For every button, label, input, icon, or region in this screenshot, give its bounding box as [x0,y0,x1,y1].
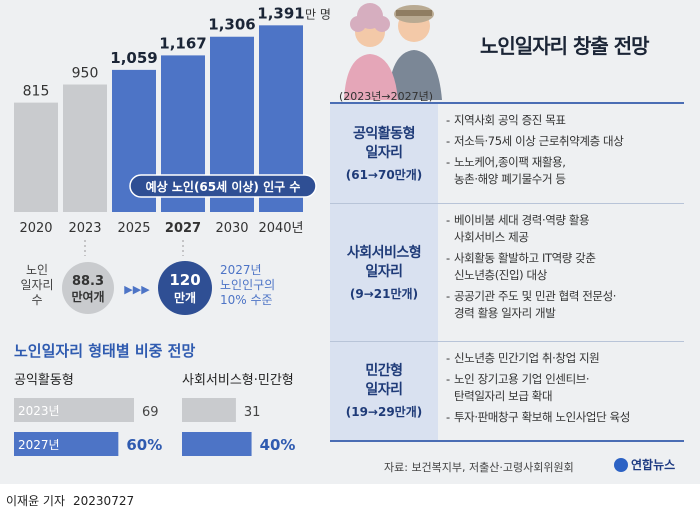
share-value-label: 31 [244,405,261,420]
x-tick-label: 2020 [19,221,52,236]
x-tick-label: 2023 [68,221,101,236]
list-item: 저소득·75세 이상 근로취약계층 대상 [446,133,680,150]
list-item: 베이비붐 세대 경력·역량 활용 사회서비스 제공 [446,212,680,246]
list-item: 노인 장기고용 기업 인센티브· 탄력일자리 보급 확대 [446,371,680,405]
row-header: 공익활동형 일자리 (61→70만개) [330,104,438,203]
jobs-note: 10% 수준 [220,293,273,307]
arrow-icon: ▶▶▶ [124,283,150,296]
jobs-2027-unit: 만개 [174,290,196,305]
share-bar [182,432,252,456]
list-item: 신노년층 민간기업 취·창업 지원 [446,350,680,367]
row-range: (61→70만개) [345,167,423,182]
yonhap-logo: 연합뉴스 [614,456,675,473]
bar-2020 [14,102,58,212]
row-header: 민간형 일자리 (19→29만개) [330,342,438,440]
date: 20230727 [73,494,135,508]
legend-pill [129,174,317,198]
row-name: 사회서비스형 일자리 [346,244,422,280]
share-group-name: 공익활동형 [14,373,74,388]
jobs-label: 노인 [26,263,48,277]
bar-value-label: 1,167 [159,34,206,52]
list-item: 사회활동 활발하고 IT역량 갖춘 신노년층(진입) 대상 [446,250,680,284]
x-tick-label: 2027 [165,221,201,236]
share-value-label: 60% [126,436,162,454]
table-row: 사회서비스형 일자리 (9→21만개) 베이비붐 세대 경력·역량 활용 사회서… [330,204,684,342]
list-item: 지역사회 공익 증진 목표 [446,112,680,129]
unit-label: 만 명 [305,7,330,21]
x-tick-label: 2025 [117,221,150,236]
jobs-note: 노인인구의 [220,278,275,292]
job-categories-table: 공익활동형 일자리 (61→70만개) 지역사회 공익 증진 목표 저소득·75… [330,102,684,442]
page-title: 노인일자리 창출 전망 [480,34,650,58]
jobs-2023-value: 88.3 [72,274,104,289]
share-group-name: 사회서비스형·민간형 [182,373,294,388]
population-bar-chart: 815 2020 950 2023 1,059 2025 1,167 2027 1,306 203… [14,4,330,315]
jobs-note: 2027년 [220,263,262,277]
row-name: 민간형 일자리 [365,363,403,398]
bar-value-label: 1,306 [208,16,255,34]
row-items: 베이비붐 세대 경력·역량 활용 사회서비스 제공 사회활동 활발하고 IT역량… [446,212,680,326]
logo-mark-icon [614,458,628,472]
byline: 이재윤 기자 20230727 [6,492,142,509]
share-bar [182,398,236,422]
row-items: 신노년층 민간기업 취·창업 지원 노인 장기고용 기업 인센티브· 탄력일자리… [446,350,680,430]
elderly-couple-illustration [344,3,442,100]
row-header: 사회서비스형 일자리 (9→21만개) [330,204,438,341]
jobs-2023-circle [62,262,114,314]
bar-value-label: 1,059 [110,49,157,67]
row-items: 지역사회 공익 증진 목표 저소득·75세 이상 근로취약계층 대상 노노케어,… [446,112,680,192]
author: 이재윤 기자 [6,494,66,508]
period-label: (2023년→2027년) [338,90,434,103]
jobs-2027-value: 120 [169,271,200,289]
share-bar [14,398,134,422]
jobs-label: 수 [31,293,42,307]
share-value-label: 69 [142,405,159,420]
share-bar [14,432,119,456]
bar-value-label: 950 [72,66,99,82]
jobs-2023-unit: 만여개 [71,289,104,304]
bar-2023 [63,84,107,212]
row-range: (9→21만개) [349,286,419,301]
row-name: 공익활동형 일자리 [353,125,415,161]
legend-label: 예상 노인(65세 이상) 인구 수 [146,179,301,194]
table-row: 공익활동형 일자리 (61→70만개) 지역사회 공익 증진 목표 저소득·75… [330,104,684,204]
list-item: 투자·판매창구 확보해 노인사업단 육성 [446,409,680,426]
share-row-label: 2027년 [18,438,60,452]
table-row: 민간형 일자리 (19→29만개) 신노년층 민간기업 취·창업 지원 노인 장… [330,342,684,442]
x-tick-label: 2030 [215,221,248,236]
share-row-label: 2023년 [18,404,60,418]
x-tick-label: 2040년 [258,221,303,236]
bar-value-label: 815 [23,84,50,100]
jobs-label: 일자리 [20,278,53,292]
logo-text: 연합뉴스 [631,458,676,472]
row-range: (19→29만개) [345,405,423,419]
list-item: 노노케어,종이팩 재활용, 농촌·해양 폐기물수거 등 [446,154,680,188]
share-chart-title: 노인일자리 형태별 비중 전망 [14,342,195,360]
bar-value-label: 1,391 [257,4,304,22]
jobs-2027-circle [158,261,212,315]
source-note: 자료: 보건복지부, 저출산·고령사회위원회 [384,461,574,474]
share-value-label: 40% [260,436,296,454]
list-item: 공공기관 주도 및 민관 협력 전문성· 경력 활용 일자리 개발 [446,288,680,322]
